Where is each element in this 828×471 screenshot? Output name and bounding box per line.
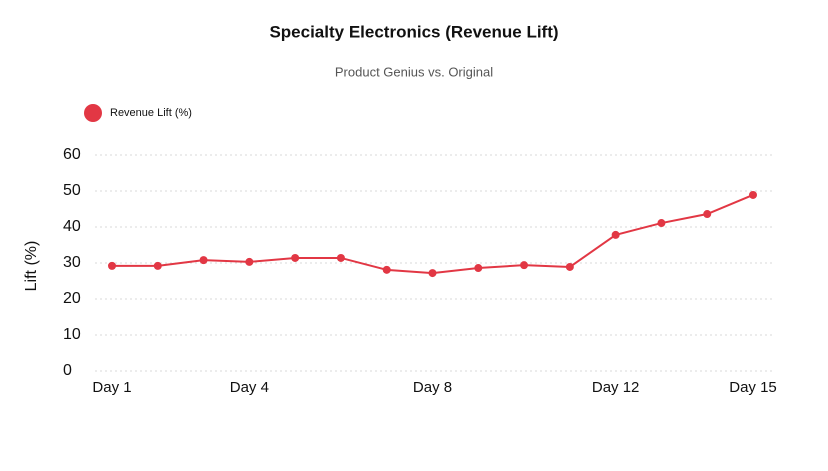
point	[474, 264, 483, 273]
point	[428, 269, 437, 278]
point	[749, 190, 757, 199]
line	[112, 194, 754, 275]
y-tick-label: 60	[63, 146, 81, 163]
point	[611, 230, 620, 239]
chart-title: Specialty Electronics (Revenue Lift)	[269, 22, 558, 41]
point	[153, 261, 162, 270]
point	[199, 256, 208, 265]
y-tick-label: 40	[63, 218, 81, 235]
point	[245, 257, 254, 266]
y-tick-label: 10	[63, 326, 81, 343]
point	[336, 253, 345, 262]
legend-label: Revenue Lift (%)	[110, 107, 192, 119]
point	[565, 262, 574, 271]
legend-marker	[84, 104, 102, 122]
point	[291, 253, 300, 262]
y-axis-label: Lift (%)	[23, 241, 40, 292]
point	[382, 265, 391, 274]
y-tick-label: 30	[63, 254, 81, 271]
y-tick-label: 50	[63, 182, 81, 199]
point	[108, 261, 116, 270]
x-tick-label: Day 8	[413, 379, 452, 396]
x-tick-label: Day 4	[230, 379, 269, 396]
chart-subtitle: Product Genius vs. Original	[335, 64, 493, 79]
point	[703, 210, 712, 219]
y-tick-label: 0	[63, 362, 72, 379]
y-tick-label: 20	[63, 290, 81, 307]
point	[520, 261, 529, 270]
x-tick-label: Day 15	[729, 379, 777, 396]
x-tick-label: Day 1	[92, 379, 131, 396]
x-tick-label: Day 12	[592, 379, 640, 396]
point	[657, 219, 666, 228]
